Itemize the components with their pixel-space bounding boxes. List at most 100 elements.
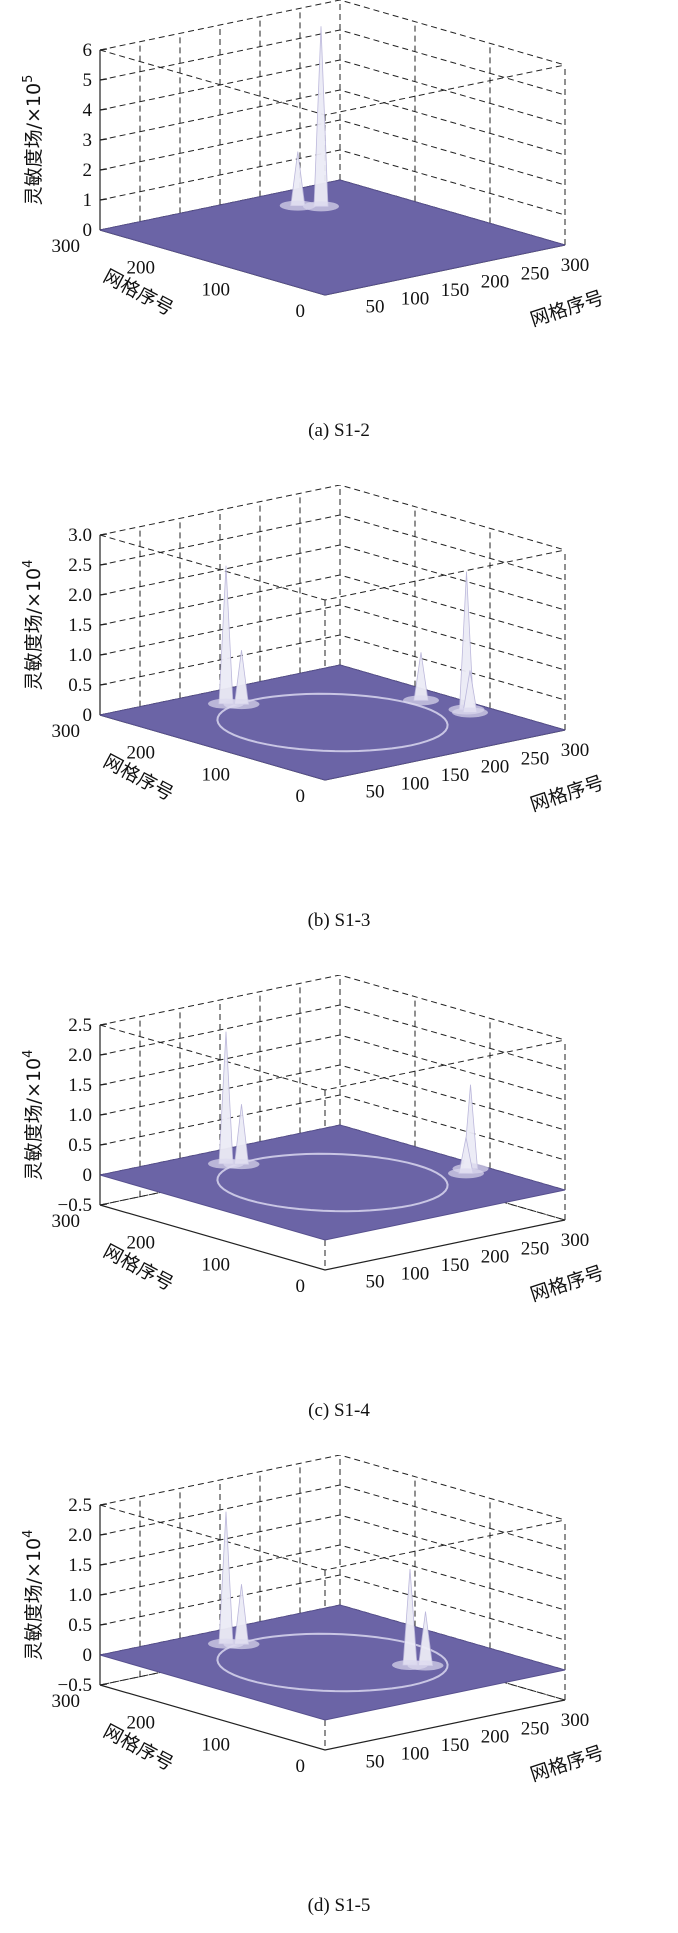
z-axis-exponent: 4 bbox=[21, 560, 36, 568]
z-tick-label: 1.5 bbox=[68, 1555, 92, 1576]
y-tick-label: 300 bbox=[52, 721, 81, 742]
gridline bbox=[99, 1514, 566, 1581]
y-tick-label: 200 bbox=[127, 743, 156, 764]
peak-mark bbox=[234, 1584, 249, 1645]
z-tick-label: 5 bbox=[83, 70, 93, 91]
z-axis-title: 灵敏度场/×104 bbox=[21, 1530, 45, 1661]
peak-base bbox=[452, 707, 488, 718]
plot-group: −0.5 0 0.5 1.0 1.5 2.0 2.5 0 100 200 300 50 100 150 20… bbox=[21, 975, 607, 1306]
surface-plot-d: −0.5 0 0.5 1.0 1.5 2.0 2.5 0 100 200 300 50 100 150 20… bbox=[21, 1455, 607, 1786]
z-axis-title: 灵敏度场/×105 bbox=[21, 75, 45, 206]
peak-mark bbox=[218, 1031, 234, 1165]
z-tick-label: 2.5 bbox=[68, 555, 92, 576]
z-tick bbox=[99, 168, 108, 171]
gridline bbox=[99, 514, 566, 581]
z-tick bbox=[99, 683, 108, 686]
gridline bbox=[99, 1024, 566, 1091]
x-tick-label: 250 bbox=[521, 1718, 550, 1739]
surface-plane bbox=[99, 1604, 566, 1721]
y-tick-label: 300 bbox=[52, 1691, 81, 1712]
x-tick-label: 100 bbox=[401, 773, 430, 794]
x-tick-label: 250 bbox=[521, 748, 550, 769]
z-tick-label: −0.5 bbox=[58, 1675, 92, 1696]
y-tick-label: 200 bbox=[127, 258, 156, 279]
z-tick bbox=[99, 563, 108, 566]
gridline bbox=[99, 544, 566, 611]
z-tick bbox=[99, 1533, 108, 1536]
z-tick-label: 0 bbox=[83, 1165, 93, 1186]
y-tick-label: 200 bbox=[127, 1713, 156, 1734]
x-tick-label: 100 bbox=[401, 1743, 430, 1764]
gridline bbox=[99, 49, 566, 116]
z-tick-label: 2.0 bbox=[68, 1045, 92, 1066]
x-axis-title: 网格序号 bbox=[528, 287, 607, 331]
x-tick-label: 100 bbox=[401, 288, 430, 309]
z-tick-label: 0.5 bbox=[68, 675, 92, 696]
peak-base bbox=[223, 1639, 260, 1650]
floor-edge bbox=[99, 1204, 566, 1271]
gridline bbox=[99, 1004, 566, 1071]
floor-edge bbox=[99, 1684, 566, 1751]
y-tick-label: 100 bbox=[202, 279, 231, 300]
z-tick-label: 1 bbox=[83, 190, 93, 211]
peak-mark bbox=[313, 26, 329, 207]
x-tick-label: 50 bbox=[366, 1752, 385, 1773]
x-axis-title: 网格序号 bbox=[528, 772, 607, 816]
gridline bbox=[99, 634, 566, 701]
x-tick-label: 50 bbox=[366, 782, 385, 803]
z-tick-label: 1.0 bbox=[68, 1585, 92, 1606]
peak-base bbox=[223, 699, 260, 710]
z-tick-label: 2.5 bbox=[68, 1495, 92, 1516]
z-tick bbox=[99, 1143, 108, 1146]
y-tick-label: 200 bbox=[127, 1233, 156, 1254]
z-tick bbox=[99, 1053, 108, 1056]
caption-c: (c) S1-4 bbox=[308, 1400, 370, 1421]
peak-mark bbox=[234, 650, 249, 705]
z-tick bbox=[99, 1593, 108, 1596]
y-tick-label: 300 bbox=[52, 1211, 81, 1232]
z-tick-label: 2.5 bbox=[68, 1015, 92, 1036]
x-tick-label: 150 bbox=[441, 765, 470, 786]
x-tick-label: 300 bbox=[561, 1230, 590, 1251]
z-tick bbox=[99, 533, 108, 536]
z-tick bbox=[99, 593, 108, 596]
panel-b: 0 0.5 1.0 1.5 2.0 2.5 3.0 0 100 200 300 50 100 150 200… bbox=[0, 485, 678, 945]
surface-plane bbox=[99, 179, 566, 296]
peak-mark bbox=[234, 1104, 249, 1165]
gridline bbox=[99, 0, 566, 66]
plot-group: −0.5 0 0.5 1.0 1.5 2.0 2.5 0 100 200 300 50 100 150 20… bbox=[21, 1455, 607, 1786]
panel-a: 0 1 2 3 4 5 6 0 100 200 300 50 100 150 200 250 300 网格序号 网格… bbox=[0, 0, 678, 460]
gridline bbox=[99, 1064, 566, 1131]
z-axis-exponent: 4 bbox=[21, 1050, 36, 1058]
z-tick-label: 4 bbox=[83, 100, 93, 121]
gridline bbox=[99, 59, 566, 126]
x-tick-label: 250 bbox=[521, 263, 550, 284]
z-tick-label: 1.0 bbox=[68, 1105, 92, 1126]
z-axis-title: 灵敏度场/×104 bbox=[21, 1050, 45, 1181]
peak-base bbox=[223, 1159, 260, 1170]
z-tick-label: 0.5 bbox=[68, 1615, 92, 1636]
z-tick-label: 3.0 bbox=[68, 525, 92, 546]
x-tick-label: 50 bbox=[366, 1272, 385, 1293]
panel-d: −0.5 0 0.5 1.0 1.5 2.0 2.5 0 100 200 300 50 100 150 20… bbox=[0, 1455, 678, 1933]
z-tick-label: 0 bbox=[83, 1645, 93, 1666]
y-tick-label: 100 bbox=[202, 1254, 231, 1275]
x-tick-label: 150 bbox=[441, 1735, 470, 1756]
panel-c: −0.5 0 0.5 1.0 1.5 2.0 2.5 0 100 200 300 50 100 150 20… bbox=[0, 975, 678, 1435]
z-tick bbox=[99, 138, 108, 141]
z-tick-label: 6 bbox=[83, 40, 93, 61]
caption-b: (b) S1-3 bbox=[307, 910, 371, 931]
x-tick-label: 50 bbox=[366, 297, 385, 318]
electrode-ring bbox=[216, 692, 449, 753]
z-tick-label: 1.5 bbox=[68, 1075, 92, 1096]
x-tick-label: 300 bbox=[561, 255, 590, 276]
z-tick-label: 2.0 bbox=[68, 1525, 92, 1546]
x-tick-label: 150 bbox=[441, 1255, 470, 1276]
gridline bbox=[99, 149, 566, 216]
gridline bbox=[99, 89, 566, 156]
z-tick bbox=[99, 1563, 108, 1566]
y-tick-label: 300 bbox=[52, 236, 81, 257]
y-tick-label: 0 bbox=[296, 786, 306, 807]
surface-plane bbox=[99, 1124, 566, 1241]
